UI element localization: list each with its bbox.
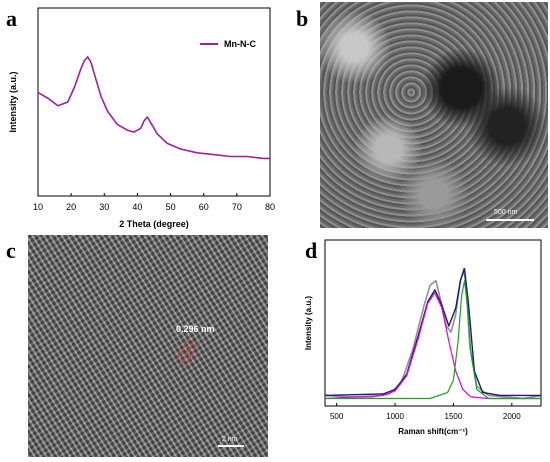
x-tick-label: 40 <box>132 202 142 212</box>
sem-image <box>320 2 548 228</box>
panel-d: d 500 1000 1500 2000 Raman shift(cm⁻¹) Intens… <box>275 232 550 462</box>
xrd-chart: 10 20 30 40 50 60 70 80 2 Theta (degree) Intensit… <box>8 7 275 229</box>
x-tick-label: 1000 <box>386 412 404 421</box>
panel-letter-d: d <box>305 238 318 263</box>
x-tick-label: 80 <box>265 202 275 212</box>
lattice-fringe-marker <box>175 337 199 368</box>
sem-scale-label: 500 nm <box>494 209 518 216</box>
x-axis-label: Raman shift(cm⁻¹) <box>398 427 468 436</box>
x-tick-label: 70 <box>232 202 242 212</box>
legend-label: Mn-N-C <box>224 39 256 49</box>
series-line-mn-n-c <box>37 56 270 160</box>
series-line-d-band <box>324 292 541 400</box>
x-tick-label: 500 <box>330 412 344 421</box>
x-tick-label: 30 <box>99 202 109 212</box>
plot-frame <box>37 7 271 197</box>
x-tick-label: 20 <box>66 202 76 212</box>
x-tick-label: 50 <box>166 202 176 212</box>
raman-chart: 500 1000 1500 2000 Raman shift(cm⁻¹) Intensit… <box>304 239 542 436</box>
panel-a: a 10 20 30 40 50 60 70 80 2 Theta (degree) Intens… <box>0 0 275 231</box>
panel-c: c 0.296 nm 2 nm <box>0 232 275 462</box>
series-line-fit <box>324 268 541 397</box>
y-axis-label: Intensity (a.u.) <box>304 296 313 351</box>
x-tick-label: 60 <box>199 202 209 212</box>
tem-scale-label: 2 nm <box>222 436 238 443</box>
x-tick-label: 10 <box>33 202 43 212</box>
tem-scale-bar <box>218 445 244 447</box>
panel-letter-b: b <box>296 6 309 31</box>
hrtem-image <box>28 235 268 457</box>
panel-b: b 500 nm <box>282 0 550 231</box>
x-tick-label: 1500 <box>445 412 463 421</box>
plot-frame <box>324 239 542 407</box>
series-line-g-band <box>325 280 541 400</box>
panel-letter-a: a <box>6 6 17 31</box>
x-axis-label: 2 Theta (degree) <box>119 219 189 229</box>
y-axis-label: Intensity (a.u.) <box>8 71 18 132</box>
series-line-measured <box>324 267 542 400</box>
sem-scale-bar <box>486 219 534 221</box>
x-tick-label: 2000 <box>503 412 521 421</box>
lattice-spacing-label: 0.296 nm <box>176 324 215 334</box>
panel-letter-c: c <box>6 238 16 263</box>
